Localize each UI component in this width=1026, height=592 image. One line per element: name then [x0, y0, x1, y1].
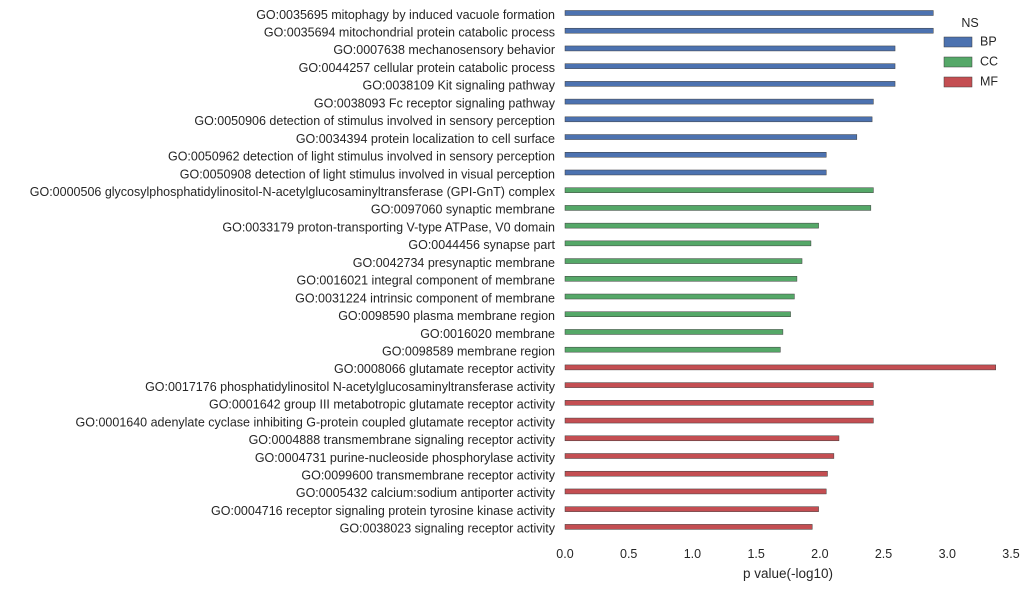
bar-6: [564, 116, 873, 123]
legend-label-bp: BP: [980, 34, 997, 48]
x-tick-label-2: 1.0: [684, 547, 701, 561]
bar-13: [564, 240, 812, 247]
bar-29: [564, 524, 813, 530]
category-label-16: GO:0031224 intrinsic component of membra…: [295, 291, 555, 305]
category-label-24: GO:0004888 transmembrane signaling recep…: [249, 433, 556, 447]
category-label-25: GO:0004731 purine-nucleoside phosphoryla…: [255, 451, 556, 465]
bar-10: [564, 187, 874, 193]
bar-24: [564, 435, 840, 442]
category-label-13: GO:0044456 synapse part: [408, 238, 555, 252]
bar-1: [564, 27, 934, 34]
category-label-11: GO:0097060 synaptic membrane: [371, 203, 555, 217]
category-label-18: GO:0016020 membrane: [420, 327, 555, 341]
category-label-4: GO:0038109 Kit signaling pathway: [363, 79, 556, 93]
category-label-14: GO:0042734 presynaptic membrane: [353, 256, 555, 270]
category-label-22: GO:0001642 group III metabotropic glutam…: [209, 398, 556, 412]
bar-4: [564, 81, 896, 87]
category-label-23: GO:0001640 adenylate cyclase inhibiting …: [76, 415, 556, 429]
category-label-28: GO:0004716 receptor signaling protein ty…: [211, 504, 556, 518]
bar-18: [564, 329, 784, 335]
category-labels: GO:0035695 mitophagy by induced vacuole …: [30, 8, 556, 536]
legend: NS BP CC MF: [943, 16, 998, 88]
bar-26: [564, 470, 828, 477]
bar-11: [564, 205, 872, 211]
category-label-6: GO:0050906 detection of stimulus involve…: [194, 114, 555, 128]
bar-0: [564, 10, 934, 16]
bar-27: [564, 488, 827, 495]
bar-28: [564, 506, 819, 512]
x-tick-label-4: 2.0: [811, 547, 828, 561]
bar-5: [564, 98, 874, 105]
category-label-10: GO:0000506 glycosylphosphatidylinositol-…: [30, 185, 556, 199]
category-label-26: GO:0099600 transmembrane receptor activi…: [301, 469, 555, 483]
category-label-1: GO:0035694 mitochondrial protein catabol…: [264, 26, 555, 40]
bar-23: [564, 417, 874, 424]
legend-swatch-cc: [943, 56, 973, 68]
bar-12: [564, 222, 819, 229]
bar-8: [564, 152, 827, 158]
bar-15: [564, 276, 798, 282]
legend-label-cc: CC: [980, 54, 998, 68]
category-label-20: GO:0008066 glutamate receptor activity: [334, 362, 556, 376]
category-label-9: GO:0050908 detection of light stimulus i…: [180, 167, 555, 181]
bar-22: [564, 400, 874, 406]
x-tick-label-6: 3.0: [939, 547, 956, 561]
x-tick-label-1: 0.5: [620, 547, 637, 561]
category-label-29: GO:0038023 signaling receptor activity: [340, 522, 556, 536]
legend-swatch-mf: [943, 76, 973, 88]
category-label-12: GO:0033179 proton-transporting V-type AT…: [222, 220, 555, 234]
x-tick-label-3: 1.5: [747, 547, 764, 561]
bars-group: [564, 10, 996, 530]
category-label-19: GO:0098589 membrane region: [382, 344, 555, 358]
legend-title: NS: [961, 16, 978, 30]
x-tick-label-7: 3.5: [1002, 547, 1019, 561]
legend-label-mf: MF: [980, 74, 998, 88]
x-tick-label-5: 2.5: [875, 547, 892, 561]
category-label-27: GO:0005432 calcium:sodium antiporter act…: [296, 486, 556, 500]
category-label-0: GO:0035695 mitophagy by induced vacuole …: [256, 8, 555, 22]
x-axis-title: p value(-log10): [743, 566, 833, 581]
bar-14: [564, 258, 803, 264]
category-label-7: GO:0034394 protein localization to cell …: [296, 132, 555, 146]
bar-7: [564, 134, 858, 140]
x-tick-label-0: 0.0: [556, 547, 573, 561]
bar-17: [564, 311, 791, 317]
category-label-8: GO:0050962 detection of light stimulus i…: [168, 150, 555, 164]
x-axis-ticks: 0.0 0.5 1.0 1.5 2.0 2.5 3.0 3.5: [556, 547, 1019, 561]
legend-swatch-bp: [943, 36, 973, 48]
bar-25: [564, 453, 835, 459]
bar-9: [564, 169, 827, 176]
category-label-5: GO:0038093 Fc receptor signaling pathway: [314, 96, 556, 110]
bar-2: [564, 45, 896, 52]
category-label-2: GO:0007638 mechanosensory behavior: [333, 43, 555, 57]
bar-16: [564, 293, 795, 300]
bar-19: [564, 346, 781, 353]
bar-3: [564, 63, 896, 69]
category-label-3: GO:0044257 cellular protein catabolic pr…: [299, 61, 555, 75]
category-label-17: GO:0098590 plasma membrane region: [338, 309, 555, 323]
bar-21: [564, 382, 874, 388]
category-label-21: GO:0017176 phosphatidylinositol N-acetyl…: [145, 380, 556, 394]
bar-20: [564, 364, 996, 371]
category-label-15: GO:0016021 integral component of membran…: [297, 274, 556, 288]
